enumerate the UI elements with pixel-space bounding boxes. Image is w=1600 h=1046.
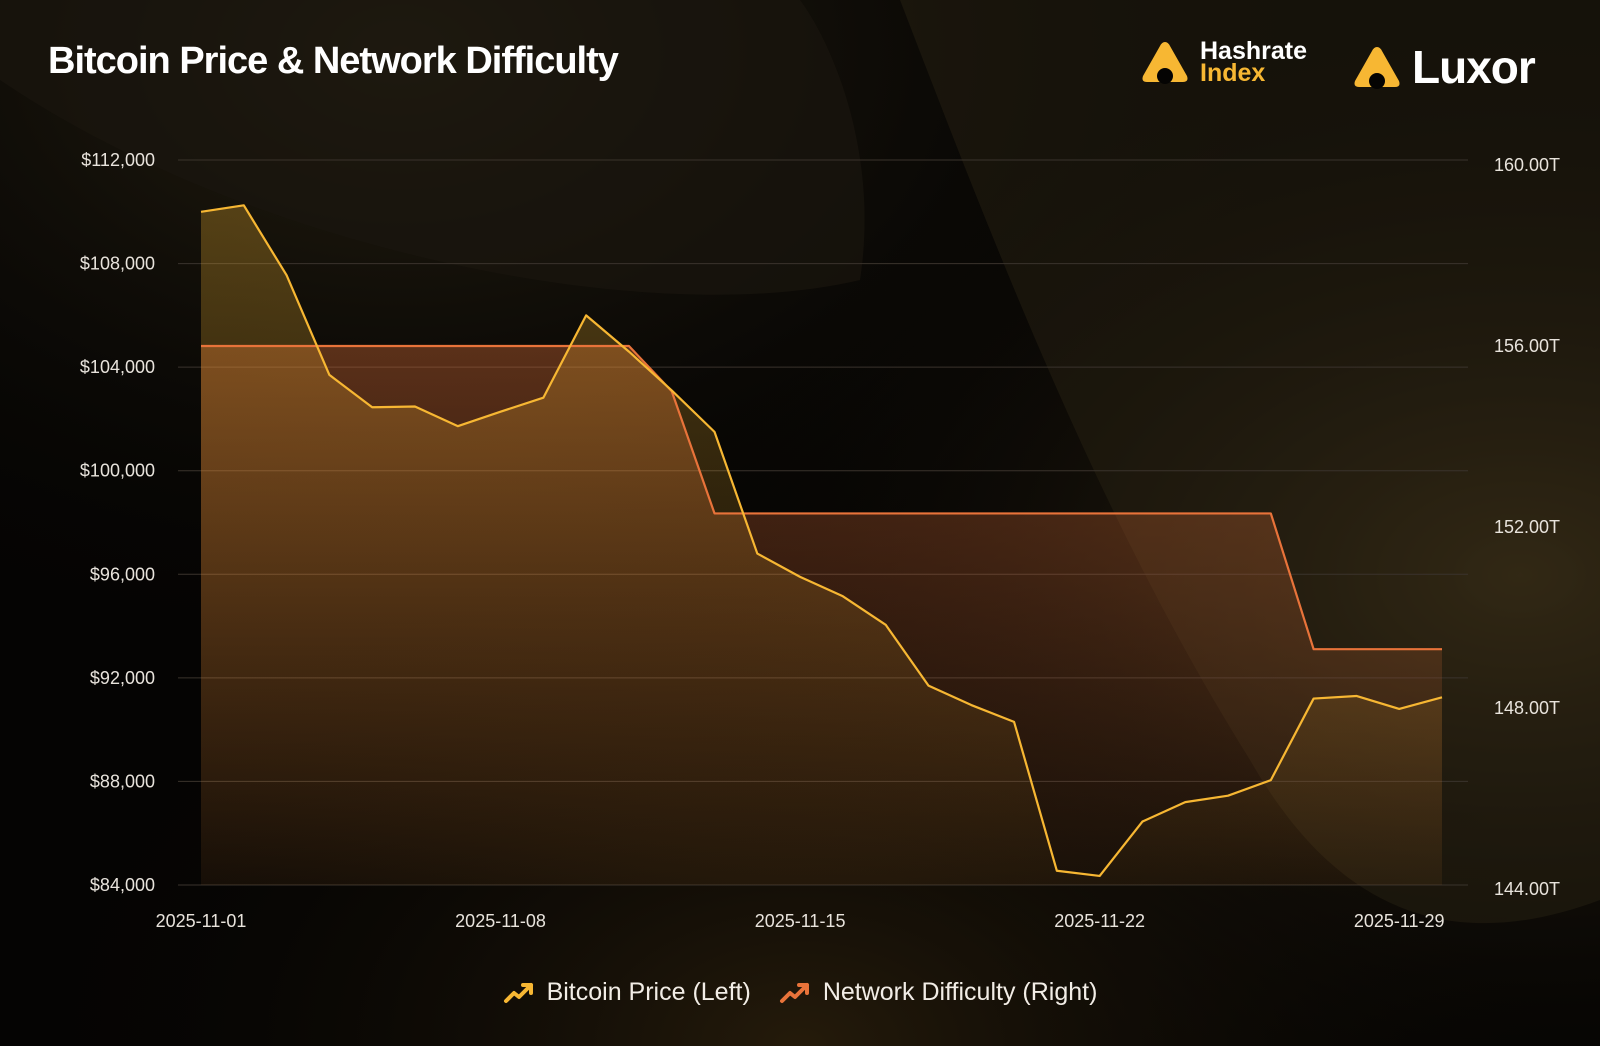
y-left-tick-label: $88,000 xyxy=(90,771,155,791)
y-right-tick-label: 156.00T xyxy=(1494,336,1560,356)
y-left-tick-label: $108,000 xyxy=(80,254,155,274)
y-right-tick-label: 144.00T xyxy=(1494,879,1560,899)
hashrate-index-logo-text-line2: Index xyxy=(1200,59,1266,87)
price-series-line[interactable] xyxy=(200,204,1443,878)
y-left-tick-label: $84,000 xyxy=(90,875,155,895)
y-right-tick-label: 160.00T xyxy=(1494,155,1560,175)
price-area xyxy=(201,205,1442,885)
y-right-tick-label: 152.00T xyxy=(1494,517,1560,537)
hashrate-index-logo-text-line1: Hashrate xyxy=(1200,37,1307,65)
x-tick-label: 2025-11-29 xyxy=(1354,911,1445,931)
luxor-logo: Luxor xyxy=(1352,40,1536,94)
price-legend-icon xyxy=(503,982,533,1003)
difficulty-legend-icon xyxy=(779,982,809,1003)
x-tick-label: 2025-11-22 xyxy=(1054,911,1145,931)
x-tick-label: 2025-11-15 xyxy=(755,911,846,931)
legend-item-difficulty[interactable]: Network Difficulty (Right) xyxy=(779,978,1098,1007)
y-left-tick-label: $92,000 xyxy=(90,668,155,688)
chart-title: Bitcoin Price & Network Difficulty xyxy=(48,40,619,82)
luxor-logo-text: Luxor xyxy=(1412,41,1536,93)
x-tick-label: 2025-11-01 xyxy=(156,911,247,931)
difficulty-series-line[interactable] xyxy=(201,344,1442,651)
legend-label-difficulty: Network Difficulty (Right) xyxy=(822,978,1098,1006)
x-tick-label: 2025-11-08 xyxy=(455,911,546,931)
legend: Bitcoin Price (Left) Network Difficulty … xyxy=(0,978,1600,1007)
y-left-tick-label: $104,000 xyxy=(80,357,155,377)
hashrate-index-logo-icon xyxy=(1142,42,1188,84)
y-left-tick-label: $112,000 xyxy=(81,150,155,170)
y-left-tick-label: $100,000 xyxy=(80,461,155,481)
legend-item-price[interactable]: Bitcoin Price (Left) xyxy=(503,978,751,1007)
luxor-logo-icon xyxy=(1354,47,1400,89)
legend-label-price: Bitcoin Price (Left) xyxy=(546,978,751,1006)
hashrate-index-logo: Hashrate Index xyxy=(1140,37,1307,87)
y-left-tick-label: $96,000 xyxy=(90,564,155,584)
y-right-tick-label: 148.00T xyxy=(1494,698,1560,718)
